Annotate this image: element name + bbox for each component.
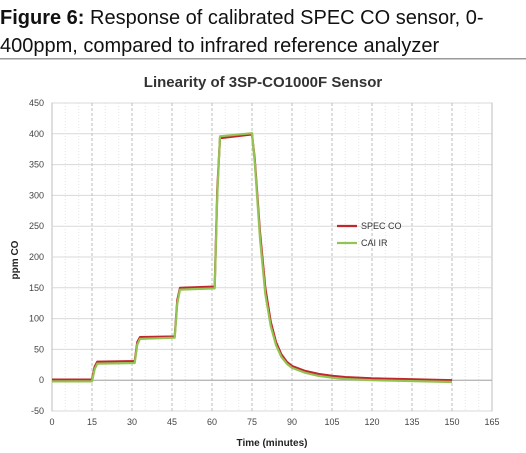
y-axis-title: ppm CO xyxy=(10,240,21,279)
x-tick-label: 150 xyxy=(444,417,459,427)
y-tick-label: -50 xyxy=(31,406,44,416)
series-line-cai-ir xyxy=(52,132,453,384)
y-tick-label: 300 xyxy=(29,190,44,200)
legend-label: SPEC CO xyxy=(361,221,402,231)
y-tick-label: 50 xyxy=(34,344,44,354)
x-tick-label: 0 xyxy=(49,417,54,427)
x-tick-label: 60 xyxy=(207,417,217,427)
y-tick-label: 350 xyxy=(29,160,44,170)
y-tick-label: 0 xyxy=(39,375,44,385)
x-tick-label: 45 xyxy=(167,417,177,427)
figure-caption: Figure 6: Response of calibrated SPEC CO… xyxy=(0,4,526,60)
y-tick-label: 250 xyxy=(29,221,44,231)
legend-label: CAI IR xyxy=(361,238,388,248)
x-tick-label: 135 xyxy=(404,417,419,427)
caption-divider xyxy=(0,58,526,60)
caption-text-line2: 400ppm, compared to infrared reference a… xyxy=(0,35,440,57)
x-tick-label: 30 xyxy=(127,417,137,427)
x-tick-label: 15 xyxy=(87,417,97,427)
x-tick-label: 165 xyxy=(484,417,499,427)
y-tick-label: 450 xyxy=(29,98,44,108)
y-tick-label: 400 xyxy=(29,129,44,139)
x-axis-title: Time (minutes) xyxy=(237,438,308,449)
caption-text-line1: Response of calibrated SPEC CO sensor, 0… xyxy=(84,7,484,29)
figure-label: Figure 6: xyxy=(0,7,85,29)
x-tick-label: 105 xyxy=(324,417,339,427)
x-tick-label: 90 xyxy=(287,417,297,427)
chart-title: Linearity of 3SP-CO1000F Sensor xyxy=(143,74,383,91)
x-tick-label: 75 xyxy=(247,417,257,427)
y-tick-label: 150 xyxy=(29,283,44,293)
y-tick-label: 100 xyxy=(29,314,44,324)
x-tick-label: 120 xyxy=(364,417,379,427)
y-tick-label: 200 xyxy=(29,252,44,262)
